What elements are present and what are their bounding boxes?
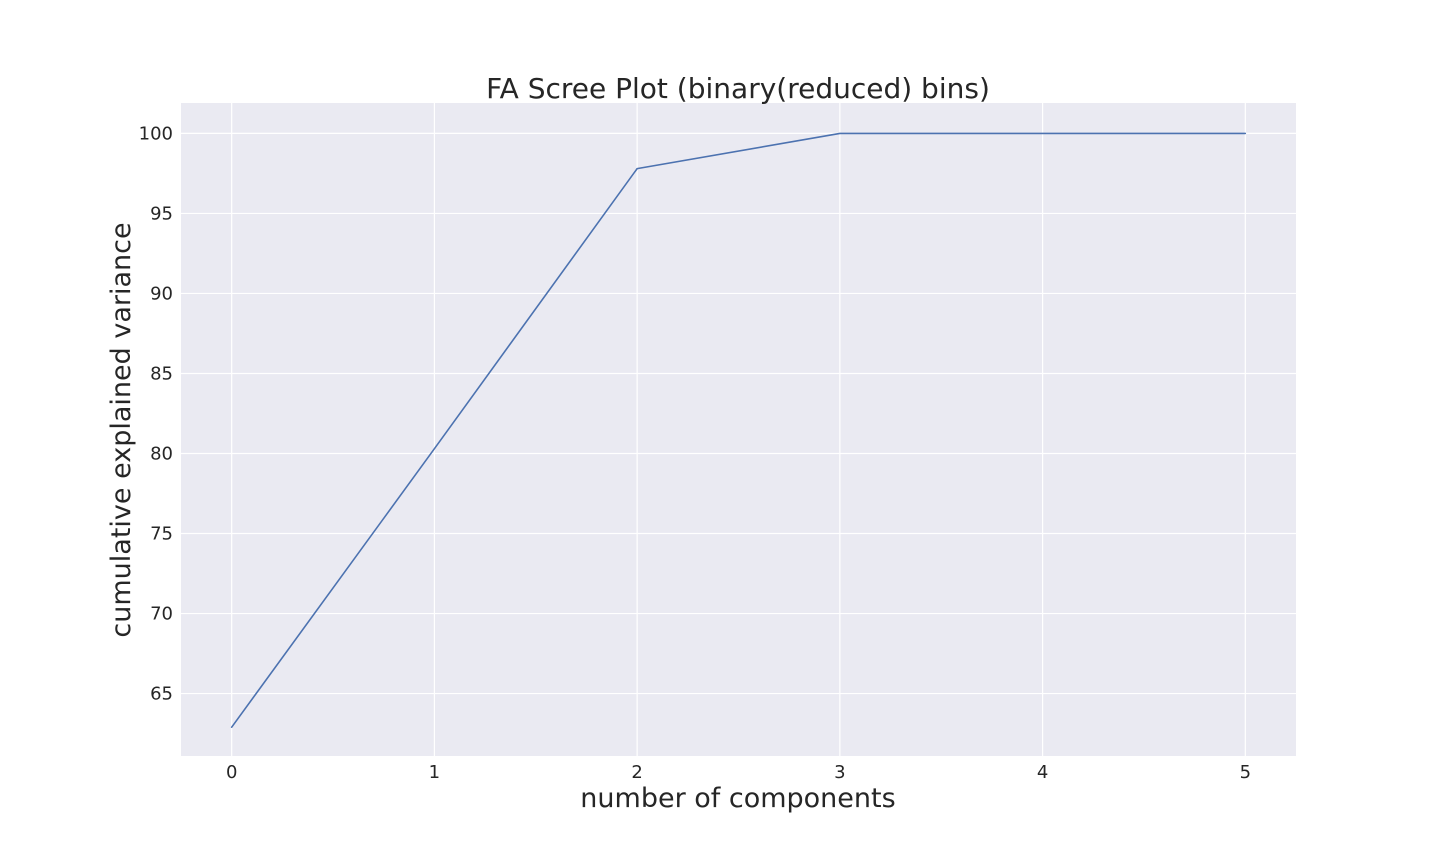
y-tick-label: 70 [150,604,173,625]
x-gridlines [231,103,1246,756]
x-tick-labels: 0 1 2 3 4 5 [226,762,1251,783]
y-tick-label: 95 [150,203,173,224]
x-tick-label: 5 [1240,762,1251,783]
x-axis-title: number of components [580,783,895,814]
x-tick-label: 4 [1037,762,1048,783]
plot-area [181,103,1296,756]
y-tick-label: 100 [139,123,173,144]
series-layer [230,132,1247,728]
y-tick-label: 90 [150,283,173,304]
x-tick-label: 2 [631,762,642,783]
x-tick-label: 1 [429,762,440,783]
y-tick-label: 80 [150,444,173,465]
y-axis-title: cumulative explained variance [106,222,137,637]
x-tick-label: 0 [226,762,237,783]
y-tick-label: 85 [150,363,173,384]
y-tick-labels: 65 70 75 80 85 90 95 100 [139,123,173,704]
y-tick-label: 75 [150,524,173,545]
x-tick-label: 3 [834,762,845,783]
chart-title: FA Scree Plot (binary(reduced) bins) [486,72,990,105]
series-line [230,132,1247,728]
y-tick-label: 65 [150,684,173,705]
